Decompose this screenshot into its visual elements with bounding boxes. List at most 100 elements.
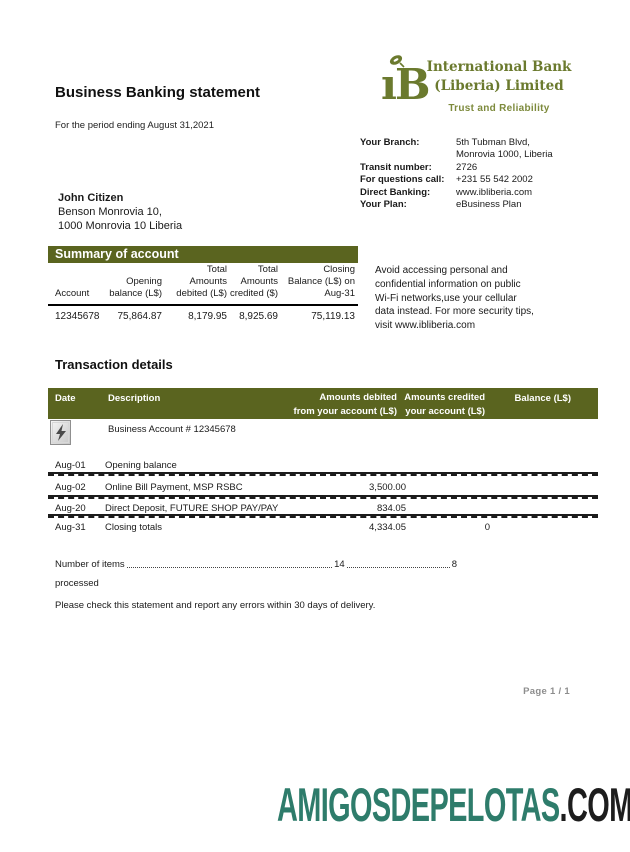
info-row-plan: Your Plan: eBusiness Plan xyxy=(360,199,595,211)
dot-leader xyxy=(126,562,333,568)
tx-credited: 0 xyxy=(484,522,490,533)
transactions-header-bar: Date Description Amounts debited from yo… xyxy=(48,388,598,419)
statement-title: Business Banking statement xyxy=(55,84,261,101)
address-line-1: Benson Monrovia 10, xyxy=(58,206,162,218)
transaction-row: Aug-01 Opening balance xyxy=(48,456,598,472)
info-value: eBusiness Plan xyxy=(456,199,522,211)
account-number-line: Business Account # 12345678 xyxy=(108,424,236,435)
tx-balance xyxy=(490,482,573,495)
tx-col-balance: Balance (L$) xyxy=(514,393,572,404)
info-row-phone: For questions call: +231 55 542 2002 xyxy=(360,174,595,186)
header-line: Aug-31 xyxy=(324,288,355,300)
tx-balance xyxy=(490,503,573,514)
notice-line: Avoid accessing personal and xyxy=(375,265,508,276)
bank-logo: ıB International Bank (Liberia) Limited … xyxy=(381,54,571,126)
summary-col-debited: Total Amounts debited (L$) xyxy=(162,264,227,301)
statement-period: For the period ending August 31,2021 xyxy=(55,120,214,131)
header-line: Amounts credited xyxy=(404,392,485,403)
header-line: Total xyxy=(257,264,278,275)
bank-name-line1: International Bank xyxy=(426,59,572,75)
info-label xyxy=(360,149,456,161)
watermark-tld: .COM xyxy=(559,778,630,831)
items-count-credits: 8 xyxy=(451,559,457,570)
notice-line: data instead. For more security tips, xyxy=(375,306,534,318)
header-line: your account (L$) xyxy=(405,405,485,417)
tx-col-debited: Amounts debited from your account (L$) xyxy=(294,391,397,418)
info-label: Direct Banking: xyxy=(360,186,431,198)
transaction-row: Aug-02 Online Bill Payment, MSP RSBC 3,5… xyxy=(48,476,598,495)
summary-table: Account Opening balance (L$) Total Amoun… xyxy=(48,264,358,322)
notice-line: visit www.ibliberia.com xyxy=(375,320,476,332)
tx-debited: 834.05 xyxy=(376,503,406,514)
header-line: from your account (L$) xyxy=(293,405,397,417)
bank-name: International Bank (Liberia) Limited Tru… xyxy=(425,58,573,118)
tx-balance xyxy=(490,522,573,534)
bank-monogram: ıB xyxy=(381,60,430,109)
transactions-heading: Transaction details xyxy=(55,357,173,372)
header-line: debited (L$) xyxy=(176,288,227,300)
summary-total-credited: 8,925.69 xyxy=(239,310,278,322)
items-count-line: Number of items 14 8 xyxy=(55,559,457,570)
address-line-2: 1000 Monrovia 10 Liberia xyxy=(58,220,183,232)
tx-col-date: Date xyxy=(55,393,76,404)
page-number: Page 1 / 1 xyxy=(523,686,570,697)
notice-line: confidential information on public xyxy=(375,278,521,290)
transaction-row-closing-totals: Aug-31 Closing totals 4,334.05 0 xyxy=(48,518,598,534)
summary-column-headers: Account Opening balance (L$) Total Amoun… xyxy=(48,264,358,304)
header-line: Amounts xyxy=(240,276,279,288)
items-label: Number of items xyxy=(55,559,125,570)
info-value-url: www.ibliberia.com xyxy=(456,186,533,198)
lightning-icon xyxy=(50,420,71,445)
header-line: Balance (L$) on xyxy=(287,276,355,288)
tx-debited xyxy=(300,460,406,472)
info-value: 5th Tubman Blvd, xyxy=(456,137,530,148)
leaf-icon xyxy=(388,54,406,73)
row-separator xyxy=(48,514,598,518)
tx-credited xyxy=(406,460,490,472)
tx-date: Aug-20 xyxy=(55,503,86,514)
tx-description: Closing totals xyxy=(105,522,163,533)
customer-name: John Citizen xyxy=(58,192,124,204)
summary-col-closing: Closing Balance (L$) on Aug-31 xyxy=(278,264,355,301)
header-line: Amounts xyxy=(189,276,228,288)
info-value: +231 55 542 2002 xyxy=(456,174,533,186)
info-label: Your Branch: xyxy=(360,137,420,148)
summary-col-account: Account xyxy=(55,288,90,300)
branch-info: Your Branch: 5th Tubman Blvd, Monrovia 1… xyxy=(360,137,595,211)
bank-tagline: Trust and Reliability xyxy=(448,103,550,114)
security-notice: Avoid accessing personal and confidentia… xyxy=(375,264,595,333)
info-label: Transit number: xyxy=(360,161,432,173)
transactions-table: Aug-01 Opening balance Aug-02 Online Bil… xyxy=(48,456,598,534)
header-line: Closing xyxy=(323,264,355,275)
info-value: Monrovia 1000, Liberia xyxy=(456,149,553,161)
dot-leader xyxy=(346,562,450,568)
processed-label: processed xyxy=(55,578,99,589)
info-row-direct-banking: Direct Banking: www.ibliberia.com xyxy=(360,187,595,199)
summary-data-row: 12345678 75,864.87 8,179.95 8,925.69 75,… xyxy=(48,306,358,322)
summary-account-number: 12345678 xyxy=(55,310,100,322)
header-line: credited ($) xyxy=(229,288,278,300)
summary-col-credited: Total Amounts credited ($) xyxy=(227,264,278,301)
tx-col-credited: Amounts credited your account (L$) xyxy=(404,391,485,418)
watermark-site-name: AMIGOSDEPELOTAS xyxy=(277,778,560,831)
summary-opening-balance: 75,864.87 xyxy=(117,310,163,322)
info-row-branch2: Monrovia 1000, Liberia xyxy=(360,149,595,161)
tx-date: Aug-02 xyxy=(55,482,86,493)
tx-date: Aug-01 xyxy=(55,460,86,471)
tx-description: Opening balance xyxy=(105,460,177,471)
tx-date: Aug-31 xyxy=(55,522,86,533)
tx-description: Direct Deposit, FUTURE SHOP PAY/PAY xyxy=(105,503,279,514)
tx-col-description: Description xyxy=(108,393,161,404)
items-count-debits: 14 xyxy=(334,559,345,570)
info-label: For questions call: xyxy=(360,174,445,186)
header-line: Amounts debited xyxy=(319,392,397,403)
header-line: balance (L$) xyxy=(109,288,162,300)
notice-line: Wi-Fi networks,use your cellular xyxy=(375,292,517,304)
tx-description: Online Bill Payment, MSP RSBC xyxy=(105,482,243,493)
info-row-transit: Transit number: 2726 xyxy=(360,162,595,174)
tx-balance xyxy=(490,460,573,472)
summary-total-debited: 8,179.95 xyxy=(188,310,227,322)
delivery-note: Please check this statement and report a… xyxy=(55,600,376,611)
tx-debited: 3,500.00 xyxy=(369,482,406,493)
